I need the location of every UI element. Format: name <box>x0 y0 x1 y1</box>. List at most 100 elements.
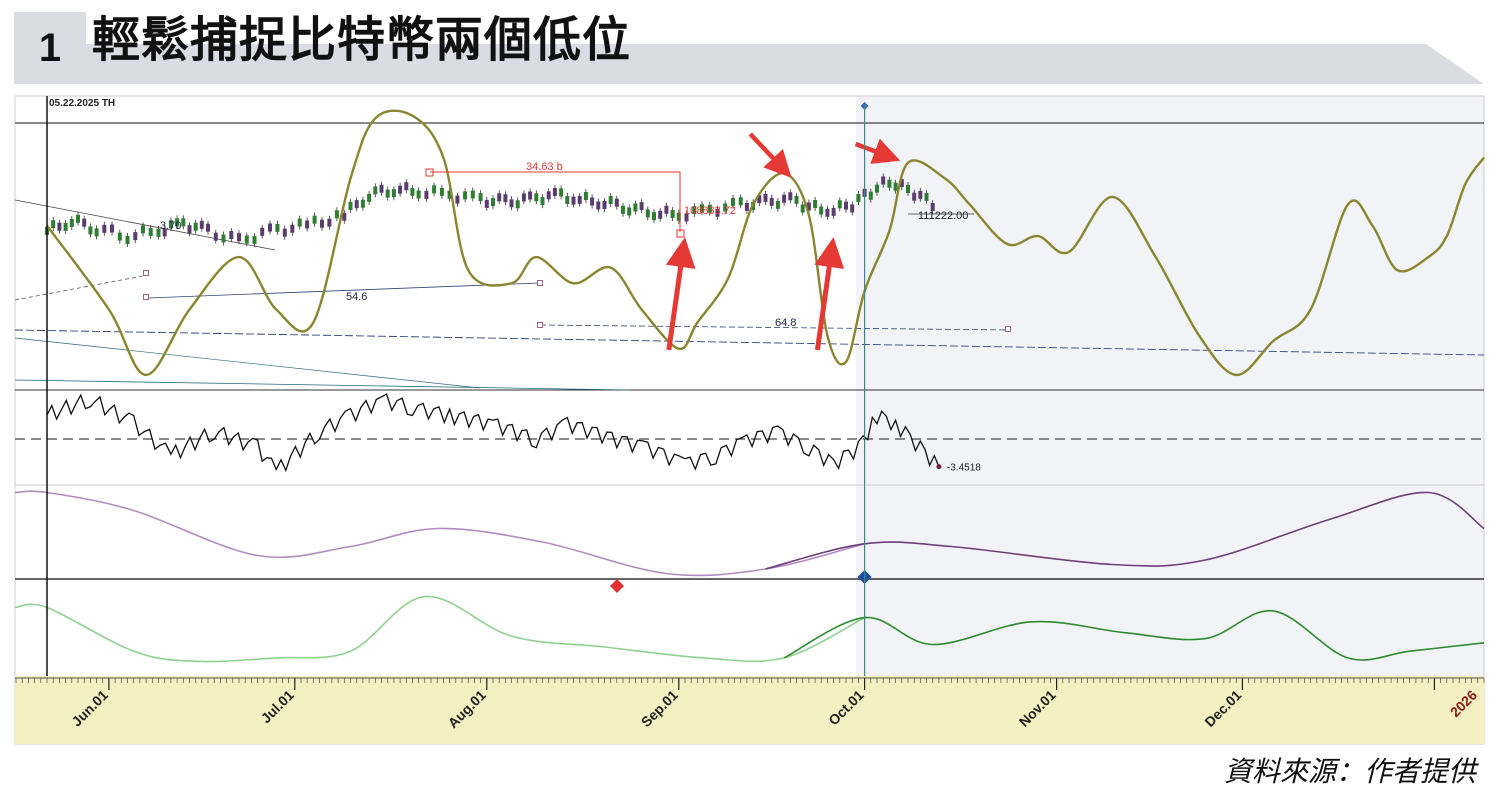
low-arrow <box>814 237 845 351</box>
candle <box>110 224 114 233</box>
candle <box>199 220 204 229</box>
candle <box>850 204 855 213</box>
candle <box>813 200 818 208</box>
trendline-handle <box>143 294 149 300</box>
candle <box>342 212 347 221</box>
candle <box>621 205 625 214</box>
candle <box>69 219 74 227</box>
candle <box>282 228 287 237</box>
candle <box>193 222 198 231</box>
candle <box>424 190 429 199</box>
candle <box>268 223 272 232</box>
candle <box>88 226 93 235</box>
candle <box>831 207 836 216</box>
candle <box>794 195 799 204</box>
candle <box>509 199 514 208</box>
candle <box>141 225 145 234</box>
candle <box>497 193 502 202</box>
candle <box>404 182 409 191</box>
price-annotations: 34.63 b 3.70 54.6 64.8 108833.72 111222.00 <box>143 161 1011 332</box>
candle <box>320 219 324 228</box>
candle <box>213 232 218 241</box>
cycle-wave-2 <box>14 595 1485 663</box>
measure-bracket <box>430 171 681 232</box>
wave-history <box>14 490 865 577</box>
candle <box>639 202 644 211</box>
trendline-handle <box>1005 326 1011 332</box>
candle <box>51 220 56 229</box>
trendline <box>14 337 481 389</box>
candle <box>470 190 475 199</box>
candle <box>757 195 762 204</box>
candle <box>844 201 848 210</box>
price-annotation: 111222.00 <box>918 210 968 222</box>
candle <box>700 204 704 213</box>
candle <box>187 225 192 234</box>
candle <box>738 197 743 206</box>
candle <box>881 176 886 185</box>
trendline <box>14 329 1485 356</box>
candle <box>887 179 892 188</box>
candle <box>57 222 62 231</box>
figure-source: 資料來源：作者提供 <box>1223 755 1476 788</box>
wave-projection <box>783 610 1485 661</box>
candle <box>912 192 917 201</box>
candle <box>782 194 787 203</box>
candle <box>658 210 663 219</box>
candle <box>379 184 384 193</box>
candle <box>806 202 811 211</box>
trendline-handle <box>537 322 543 328</box>
candle <box>447 190 452 199</box>
candle <box>237 233 241 242</box>
candle <box>455 195 460 204</box>
candle <box>76 214 80 223</box>
candle <box>432 185 437 194</box>
candle <box>491 198 495 207</box>
candle <box>478 193 483 202</box>
candle <box>800 204 805 213</box>
candle <box>899 179 904 188</box>
trendline <box>14 274 149 301</box>
candle <box>367 193 372 202</box>
candle <box>327 218 332 227</box>
candle <box>633 203 638 212</box>
cycle-low-marker <box>610 579 624 593</box>
candle <box>731 197 735 206</box>
candle <box>312 215 317 224</box>
candle <box>528 191 533 200</box>
high-arrow <box>854 138 901 164</box>
oscillator-last-value-text: -3.4518 <box>947 463 981 474</box>
annotation-arrows <box>665 132 901 351</box>
candle <box>825 208 830 217</box>
cycle-wave-1 <box>14 490 1485 577</box>
high-arrow <box>748 132 792 178</box>
candle <box>596 201 601 210</box>
candle <box>117 232 122 241</box>
oscillator-line <box>46 393 940 473</box>
candle <box>156 228 161 237</box>
candle <box>168 220 173 229</box>
candle <box>707 204 712 213</box>
candle <box>463 191 468 200</box>
candle <box>837 200 842 209</box>
candle <box>334 210 339 219</box>
candle <box>148 228 153 236</box>
candle <box>571 196 576 205</box>
candle <box>577 195 582 204</box>
trendline <box>14 379 631 391</box>
price-annotation: 64.8 <box>775 317 796 329</box>
candle <box>125 236 130 244</box>
candle <box>162 228 167 237</box>
candle <box>893 182 898 191</box>
measure-handle <box>676 229 685 238</box>
measure-handle <box>425 168 434 177</box>
candle <box>906 185 910 193</box>
candle <box>590 197 595 206</box>
candle <box>559 188 564 197</box>
candle <box>565 196 570 204</box>
candle <box>627 207 632 216</box>
candle <box>684 213 689 222</box>
figure-title: 輕鬆捕捉比特幣兩個低位 <box>92 12 632 68</box>
cycle-line <box>46 109 1485 377</box>
